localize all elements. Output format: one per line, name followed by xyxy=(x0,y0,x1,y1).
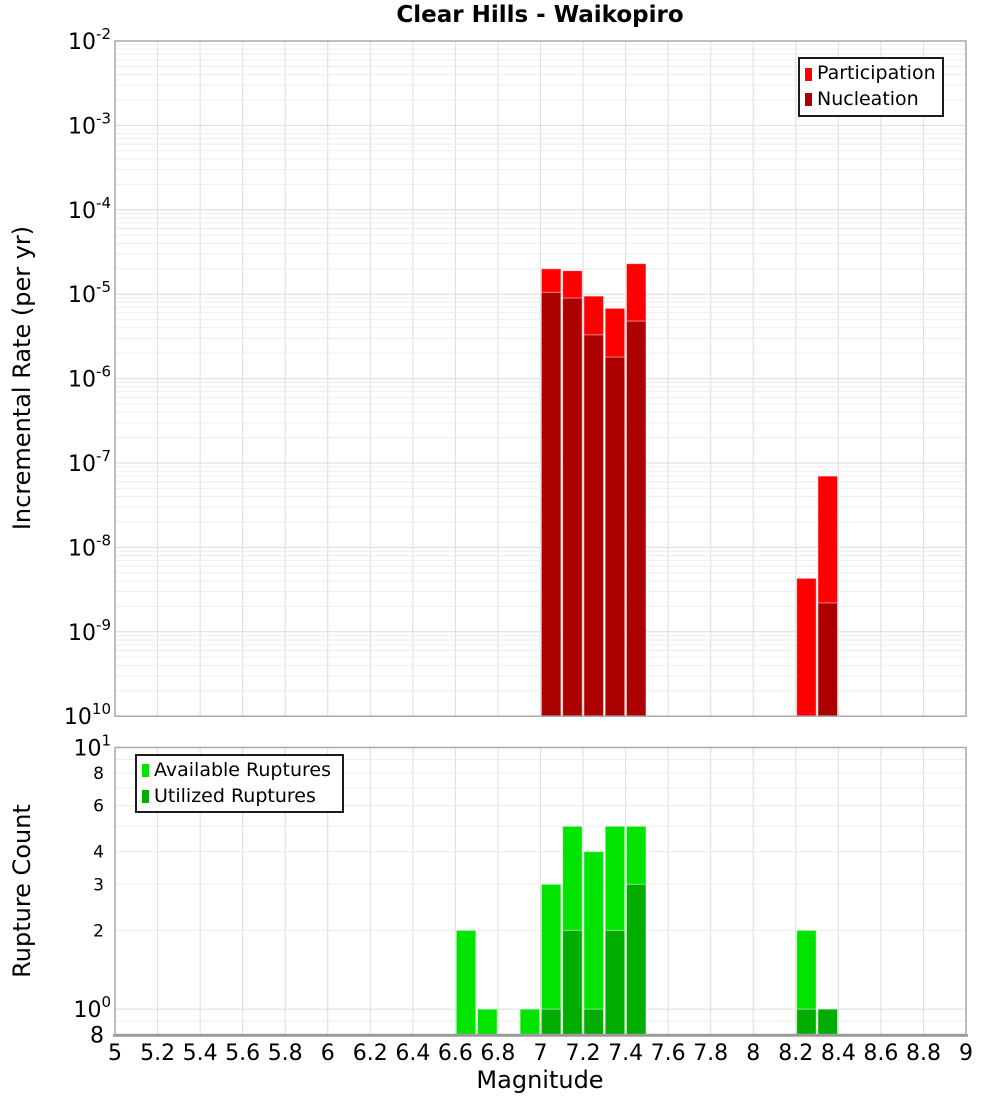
bar-nucleation-7.45 xyxy=(625,320,647,717)
x-tick-label: 5.8 xyxy=(268,1041,303,1066)
top-y-axis-title: Incremental Rate (per yr) xyxy=(8,225,36,531)
bottom-panel-bars xyxy=(455,825,838,1036)
bar-available-ruptures-7.25 xyxy=(583,851,604,1035)
available-ruptures-legend-swatch-icon xyxy=(142,764,149,778)
nucleation-legend-swatch-icon xyxy=(805,93,812,107)
top-y-tick-label: 10-8 xyxy=(68,531,111,561)
x-tick-label: 6.8 xyxy=(480,1041,515,1066)
tick-labels: 5 5.2 5.4 5.6 5.8 6 6.2 6.4 6.6 6.8 7 7.2 7.4 7.6 7.8 8… xyxy=(64,25,973,1066)
legend-row-available-ruptures: Available Ruptures xyxy=(142,758,337,782)
bar-nucleation-7.25 xyxy=(583,334,604,717)
bottom-y-minor-tick-label: 8 xyxy=(93,764,104,784)
x-tick-label: 5.2 xyxy=(140,1041,175,1066)
bottom-y-minor-tick-label: 3 xyxy=(93,875,104,895)
x-tick-label: 7.8 xyxy=(693,1041,728,1066)
top-legend: Participation Nucleation xyxy=(798,57,944,117)
x-tick-label: 8.6 xyxy=(863,1041,898,1066)
legend-label-nucleation: Nucleation xyxy=(817,88,919,110)
x-tick-label: 8.8 xyxy=(906,1041,941,1066)
x-tick-label: 5 xyxy=(108,1041,122,1066)
x-tick-label: 9 xyxy=(959,1041,973,1066)
top-y-tick-label: 10-2 xyxy=(68,25,111,55)
participation-legend-swatch-icon xyxy=(805,67,812,81)
bottom-y-bottom-tick-label: 8 xyxy=(90,1024,104,1049)
bottom-y-minor-tick-label: 4 xyxy=(93,843,104,863)
bottom-y-major-tick-label: 101 xyxy=(73,732,111,762)
top-y-tick-label: 10-5 xyxy=(68,278,111,308)
utilized-ruptures-legend-swatch-icon xyxy=(142,789,149,803)
bar-available-ruptures-6.65 xyxy=(455,929,477,1036)
x-tick-label: 8.4 xyxy=(821,1041,856,1066)
bar-nucleation-7.15 xyxy=(562,297,583,717)
x-tick-label: 8.2 xyxy=(778,1041,813,1066)
x-tick-label: 8 xyxy=(746,1041,760,1066)
x-tick-label: 7.4 xyxy=(608,1041,643,1066)
x-tick-label: 5.6 xyxy=(225,1041,260,1066)
top-y-tick-label: 1010 xyxy=(64,700,111,730)
legend-label-utilized-ruptures: Utilized Ruptures xyxy=(154,784,316,807)
legend-label-participation: Participation xyxy=(817,62,936,85)
x-tick-label: 6.2 xyxy=(353,1041,388,1066)
bar-utilized-ruptures-8.35 xyxy=(817,1008,838,1036)
bar-utilized-ruptures-8.25 xyxy=(796,1008,817,1036)
x-axis-title: Magnitude xyxy=(476,1066,604,1094)
top-y-tick-label: 10-7 xyxy=(68,447,111,477)
top-y-tick-label: 10-9 xyxy=(68,616,111,646)
legend-row-participation: Participation xyxy=(805,62,937,85)
bottom-legend: Available Ruptures Utilized Ruptures xyxy=(135,754,344,813)
x-tick-label: 7.2 xyxy=(566,1041,601,1066)
top-y-tick-label: 10-3 xyxy=(68,109,111,139)
x-tick-label: 6.4 xyxy=(395,1041,430,1066)
bar-utilized-ruptures-7.15 xyxy=(562,929,583,1036)
x-tick-label: 6 xyxy=(321,1041,335,1066)
top-plot-border xyxy=(114,40,967,717)
legend-label-available-ruptures: Available Ruptures xyxy=(154,758,331,781)
legend-row-nucleation: Nucleation xyxy=(805,88,937,111)
x-tick-label: 7 xyxy=(534,1041,548,1066)
bar-utilized-ruptures-7.25 xyxy=(583,1008,604,1036)
bar-nucleation-8.35 xyxy=(817,602,838,717)
bottom-y-axis-title: Rupture Count xyxy=(8,804,36,978)
bar-nucleation-7.05 xyxy=(540,291,562,717)
x-tick-label: 5.4 xyxy=(183,1041,218,1066)
bar-utilized-ruptures-7.05 xyxy=(540,1008,562,1036)
legend-row-utilized-ruptures: Utilized Ruptures xyxy=(142,784,337,808)
bar-available-ruptures-6.95 xyxy=(519,1008,541,1036)
bottom-y-major-tick-label: 100 xyxy=(73,993,111,1023)
bar-utilized-ruptures-7.45 xyxy=(625,883,647,1035)
chart-title: Clear Hills - Waikopiro xyxy=(396,2,684,28)
bar-participation-8.25 xyxy=(796,577,817,717)
bottom-y-minor-tick-label: 6 xyxy=(93,797,104,817)
x-tick-label: 7.6 xyxy=(651,1041,686,1066)
x-tick-label: 6.6 xyxy=(438,1041,473,1066)
top-y-tick-label: 10-4 xyxy=(68,194,111,224)
top-y-tick-label: 10-6 xyxy=(68,363,111,393)
bar-available-ruptures-6.75 xyxy=(477,1008,498,1036)
gridlines xyxy=(114,40,967,1035)
bar-utilized-ruptures-7.35 xyxy=(604,929,626,1036)
bottom-y-minor-tick-label: 2 xyxy=(93,921,104,941)
bar-nucleation-7.35 xyxy=(604,356,626,717)
